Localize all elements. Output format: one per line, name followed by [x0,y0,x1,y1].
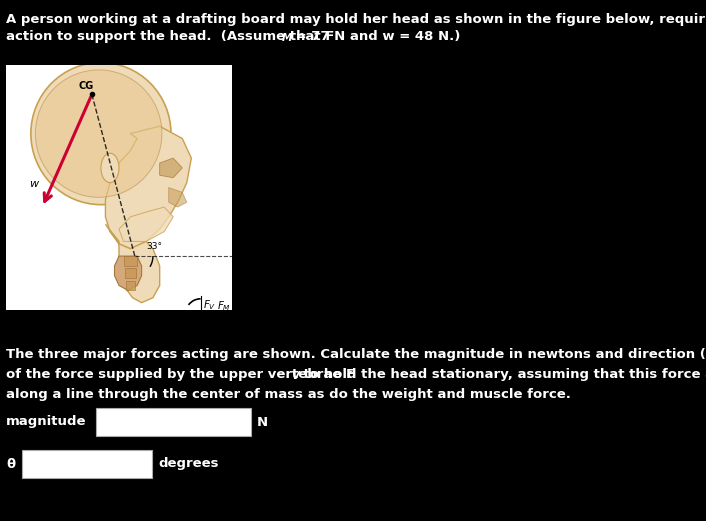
Ellipse shape [31,63,171,205]
Text: 33°: 33° [146,242,162,251]
Polygon shape [105,126,191,249]
Polygon shape [119,207,173,241]
Text: of the force supplied by the upper vertebrae F: of the force supplied by the upper verte… [6,368,355,381]
Polygon shape [124,256,137,266]
Polygon shape [114,256,142,290]
Ellipse shape [101,153,119,182]
Text: $F_V$: $F_V$ [203,299,216,313]
Text: magnitude: magnitude [6,416,87,428]
Polygon shape [160,158,182,178]
Polygon shape [105,224,160,303]
Text: along a line through the center of mass as do the weight and muscle force.: along a line through the center of mass … [6,388,571,401]
Polygon shape [126,281,135,290]
Polygon shape [169,188,187,207]
Ellipse shape [35,70,162,197]
Polygon shape [125,268,136,278]
Text: θ: θ [189,320,196,330]
Text: θ: θ [6,457,15,470]
Text: V: V [291,371,299,381]
Bar [6,65,232,310]
Text: w: w [29,180,37,190]
Bar [96,408,251,436]
Text: The three major forces acting are shown. Calculate the magnitude in newtons and : The three major forces acting are shown.… [6,348,706,361]
Bar [22,450,152,478]
Text: to hold the head stationary, assuming that this force acts: to hold the head stationary, assuming th… [299,368,706,381]
Text: N: N [257,416,268,428]
Text: A person working at a drafting board may hold her head as shown in the figure be: A person working at a drafting board may… [6,13,706,26]
Text: = 77 N and w = 48 N.): = 77 N and w = 48 N.) [291,30,460,43]
Text: CG: CG [78,81,94,92]
Text: $F_M$: $F_M$ [217,300,231,314]
Text: action to support the head.  (Assume that F: action to support the head. (Assume that… [6,30,335,43]
Text: M: M [282,33,292,43]
Text: degrees: degrees [158,457,218,470]
